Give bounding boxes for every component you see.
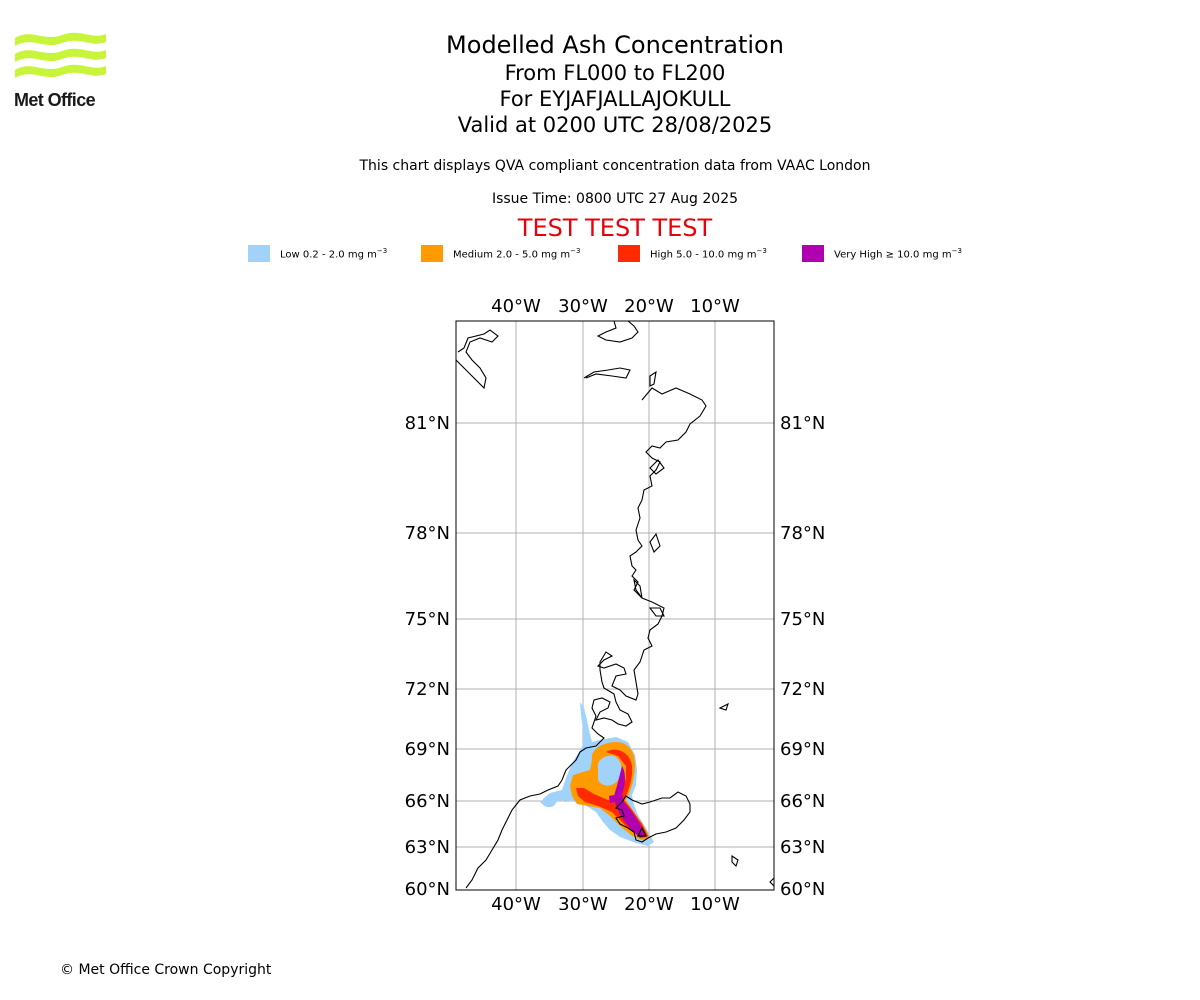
lon-label-top: 30°W <box>558 296 608 317</box>
graticule <box>456 321 774 890</box>
ash-very-high-patch <box>609 795 615 803</box>
lat-label-right: 78°N <box>780 523 825 544</box>
faroe-islands <box>731 854 739 868</box>
greenland-inner-fjord-1 <box>649 532 661 553</box>
lat-label-right: 72°N <box>780 679 825 700</box>
lon-label-top: 10°W <box>690 296 740 317</box>
map-frame <box>455 320 775 891</box>
legend-exp-low: −3 <box>376 247 388 255</box>
volcano-name: For EYJAFJALLAJOKULL <box>499 87 731 111</box>
ash-map-svg: 40°W 30°W 20°W 10°W 40°W 30°W 20°W 10°W … <box>405 296 826 915</box>
legend-swatch-very-high <box>802 245 824 262</box>
ash-very-high-area <box>614 766 646 838</box>
ash-low-blob <box>543 796 556 808</box>
lon-label-bottom: 40°W <box>491 894 541 910</box>
met-office-wave-icon <box>15 32 106 78</box>
legend-swatch-high <box>618 245 640 262</box>
chart-title: Modelled Ash Concentration <box>446 31 784 59</box>
lon-label-top: 20°W <box>624 296 674 317</box>
lat-label-right: 66°N <box>780 791 825 812</box>
met-office-logo: Met Office <box>14 30 108 112</box>
lon-labels-top: 40°W 30°W 20°W 10°W <box>491 296 740 317</box>
legend-label-high: High 5.0 - 10.0 mg m <box>650 249 757 261</box>
lat-label-left: 81°N <box>405 413 450 434</box>
flight-level-range: From FL000 to FL200 <box>504 61 726 85</box>
legend-exp-high: −3 <box>756 247 767 255</box>
lat-label-left: 66°N <box>405 791 450 812</box>
lon-label-top: 40°W <box>491 296 541 317</box>
test-banner: TEST TEST TEST <box>517 214 713 242</box>
ash-medium-hole <box>597 755 622 786</box>
greenland-island-1 <box>649 459 665 475</box>
legend-label-low: Low 0.2 - 2.0 mg m <box>280 249 377 261</box>
volcano-marker <box>637 826 647 837</box>
chart-description: This chart displays QVA compliant concen… <box>359 158 871 174</box>
lat-label-left: 60°N <box>405 879 450 900</box>
ash-map: 40°W 30°W 20°W 10°W 40°W 30°W 20°W 10°W … <box>380 290 840 915</box>
lon-label-bottom: 10°W <box>690 894 740 910</box>
legend-swatch-medium <box>421 245 443 262</box>
lat-label-right: 69°N <box>780 739 825 760</box>
legend-exp-very-high: −3 <box>951 247 962 255</box>
lat-label-left: 63°N <box>405 837 450 858</box>
greenland-north-coast <box>596 321 639 343</box>
legend-label-very-high: Very High ≥ 10.0 mg m <box>834 249 952 261</box>
greenland-island-2 <box>648 607 665 617</box>
lat-label-right: 81°N <box>780 413 825 434</box>
greenland-inner-fjord-2 <box>633 578 643 599</box>
legend-label-medium: Medium 2.0 - 5.0 mg m <box>453 249 571 261</box>
lat-label-left: 78°N <box>405 523 450 544</box>
lon-label-bottom: 20°W <box>624 894 674 910</box>
issue-time: Issue Time: 0800 UTC 27 Aug 2025 <box>491 191 739 207</box>
logo-text: Met Office <box>14 90 96 110</box>
shetland-coast <box>769 877 774 887</box>
legend-swatch-low <box>248 245 270 262</box>
coastlines <box>456 321 774 889</box>
lat-label-left: 75°N <box>405 609 450 630</box>
lon-label-bottom: 30°W <box>558 894 608 910</box>
greenland-northwest-coast <box>456 329 499 390</box>
jan-mayen <box>718 702 729 711</box>
valid-time: Valid at 0200 UTC 28/08/2025 <box>457 113 773 137</box>
lat-label-left: 72°N <box>405 679 450 700</box>
iceland-coast <box>614 791 691 843</box>
lat-label-right: 63°N <box>780 837 825 858</box>
lat-label-left: 69°N <box>405 739 450 760</box>
copyright-notice: © Met Office Crown Copyright <box>60 962 272 978</box>
lat-labels-left: 81°N 78°N 75°N 72°N 69°N 66°N 63°N 60°N <box>405 413 450 900</box>
lat-labels-right: 81°N 78°N 75°N 72°N 69°N 66°N 63°N 60°N <box>780 413 825 900</box>
legend-exp-medium: −3 <box>570 247 581 255</box>
chart-title-block: Modelled Ash Concentration From FL000 to… <box>0 30 1200 138</box>
lat-label-right: 60°N <box>780 879 825 900</box>
lat-label-right: 75°N <box>780 609 825 630</box>
lon-labels-bottom: 40°W 30°W 20°W 10°W <box>491 894 740 915</box>
